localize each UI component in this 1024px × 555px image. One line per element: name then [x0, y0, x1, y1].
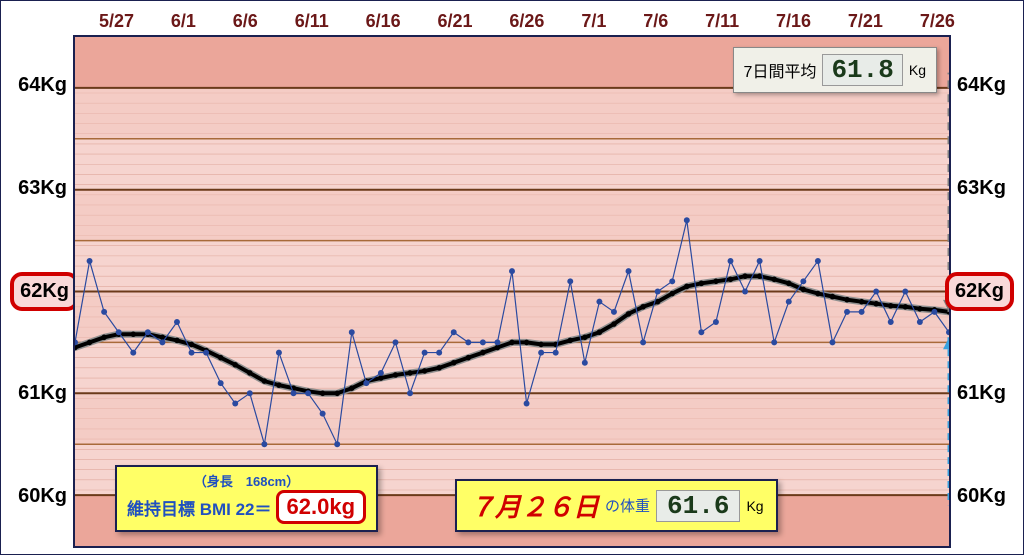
seven-day-average-box: 7日間平均 61.8 Kg	[733, 47, 937, 93]
y-tick: 61Kg	[957, 382, 1006, 405]
x-tick: 7/21	[848, 11, 883, 32]
y-tick: 64Kg	[957, 74, 1006, 97]
bmi-target-box: （身長 168cm） 維持目標 BMI 22＝ 62.0kg	[115, 465, 378, 532]
x-tick: 6/6	[233, 11, 258, 32]
x-tick: 6/26	[509, 11, 544, 32]
y-axis-left: 60Kg61Kg62Kg63Kg64Kg	[9, 35, 73, 548]
x-tick: 7/11	[705, 11, 739, 32]
x-tick: 7/1	[581, 11, 606, 32]
current-weight-box: ７月２６日 の体重 61.6 Kg	[455, 479, 778, 532]
y-tick: 63Kg	[18, 177, 67, 200]
y-tick: 61Kg	[18, 382, 67, 405]
y-tick: 60Kg	[18, 485, 67, 508]
x-tick: 6/16	[366, 11, 401, 32]
x-tick: 5/27	[99, 11, 134, 32]
bmi-height-line: （身長 168cm）	[127, 471, 366, 490]
weight-unit: Kg	[746, 498, 763, 514]
y-tick: 63Kg	[957, 177, 1006, 200]
y-highlight-badge: 62Kg	[945, 272, 1014, 311]
bmi-main-line: 維持目標 BMI 22＝ 62.0kg	[127, 490, 366, 524]
x-tick: 6/11	[295, 11, 329, 32]
bmi-target-value: 62.0kg	[276, 490, 367, 524]
y-tick: 60Kg	[957, 485, 1006, 508]
x-tick: 7/26	[920, 11, 955, 32]
weight-date: ７月２６日	[469, 487, 599, 524]
avg-label: 7日間平均	[744, 58, 817, 82]
chart-container: 5/27 6/1 6/6 6/11 6/16 6/21 6/26 7/1 7/6 7/11 7/16…	[9, 7, 1015, 548]
avg-value: 61.8	[822, 54, 902, 86]
x-tick: 7/16	[776, 11, 811, 32]
x-tick: 6/1	[171, 11, 196, 32]
plot-row: 60Kg 61Kg 62Kg 63Kg 64Kg 7日間平均 61.8 Kg （身長 1…	[9, 35, 1015, 548]
plot-area: 7日間平均 61.8 Kg （身長 168cm） 維持目標 BMI 22＝ 62…	[73, 35, 951, 548]
x-tick: 7/6	[643, 11, 668, 32]
weight-value: 61.6	[656, 490, 740, 522]
avg-unit: Kg	[909, 62, 926, 78]
x-tick: 6/21	[438, 11, 473, 32]
x-axis: 5/27 6/1 6/6 6/11 6/16 6/21 6/26 7/1 7/6 7/11 7/16…	[9, 7, 1015, 35]
y-highlight-badge: 62Kg	[10, 272, 79, 311]
y-axis-right: 60Kg61Kg62Kg63Kg64Kg	[951, 35, 1015, 548]
y-tick: 64Kg	[18, 74, 67, 97]
bmi-prefix: 維持目標 BMI 22＝	[127, 495, 272, 520]
weight-suffix: の体重	[605, 495, 650, 516]
